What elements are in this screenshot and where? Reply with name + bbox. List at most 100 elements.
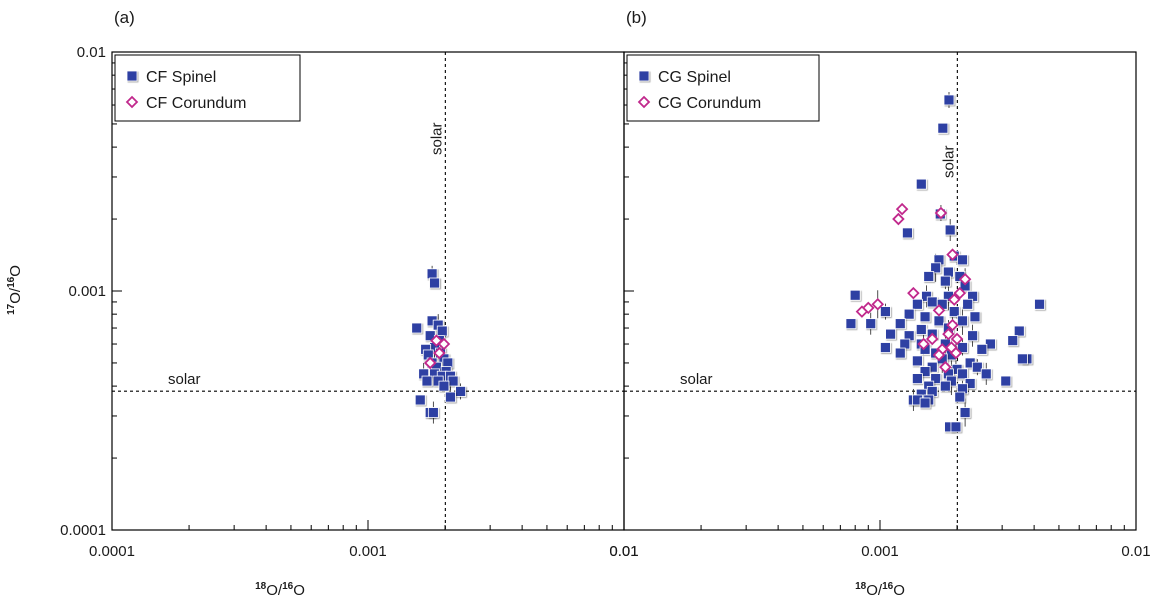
panel-a-x-axis-title: 18O/16O xyxy=(255,581,305,599)
legend-corundum-marker xyxy=(125,95,139,109)
spinel-point xyxy=(865,318,877,330)
panel-a-points xyxy=(411,265,467,424)
spinel-point xyxy=(885,328,896,340)
spinel-point xyxy=(411,322,423,334)
x-tick-label: 0.001 xyxy=(349,543,387,560)
corundum-point xyxy=(433,346,446,360)
legend-entry-label: CG Corundum xyxy=(658,95,761,112)
corundum-point xyxy=(934,206,948,220)
spinel-point xyxy=(959,407,971,418)
corundum-point xyxy=(939,360,952,374)
spinel-point xyxy=(845,318,857,330)
spinel-point xyxy=(1017,353,1028,365)
solar-horizontal-label: solar xyxy=(680,371,713,388)
spinel-point xyxy=(429,277,440,289)
x-tick-label: 0.01 xyxy=(609,543,638,560)
legend-entry-label: CF Corundum xyxy=(146,95,246,112)
corundum-point xyxy=(949,346,963,360)
spinel-point xyxy=(899,338,911,350)
corundum-point xyxy=(946,318,959,332)
spinel-point xyxy=(1013,325,1025,337)
spinel-point xyxy=(980,368,992,380)
spinel-point xyxy=(915,178,927,190)
corundum-point xyxy=(953,286,967,300)
panel-b-points xyxy=(845,91,1045,433)
legend-spinel-marker xyxy=(638,70,650,82)
corundum-point xyxy=(950,332,964,346)
panel-b-reference-lines: solar solar xyxy=(624,52,1136,530)
spinel-point xyxy=(880,342,891,353)
corundum-point xyxy=(925,332,939,346)
spinel-point xyxy=(923,271,935,282)
solar-vertical-label: solar xyxy=(940,145,957,178)
spinel-point xyxy=(957,315,968,327)
spinel-point xyxy=(933,315,945,327)
x-tick-label: 0.01 xyxy=(609,543,638,560)
panel-b-legend: CG Spinel CG Corundum xyxy=(626,54,820,122)
spinel-point xyxy=(948,306,960,317)
spinel-point xyxy=(930,262,942,274)
spinel-point xyxy=(438,380,450,392)
panel-b-x-axis-title: 18O/16O xyxy=(855,581,905,599)
solar-horizontal-label: solar xyxy=(168,371,201,388)
spinel-point xyxy=(919,397,931,409)
spinel-point xyxy=(455,386,467,397)
corundum-point xyxy=(855,305,869,318)
legend-box xyxy=(626,54,820,122)
corundum-point xyxy=(892,212,905,226)
legend-entry-label: CF Spinel xyxy=(146,69,216,86)
spinel-point xyxy=(1000,375,1012,387)
spinel-point xyxy=(1034,298,1045,310)
panel-b-plot-area xyxy=(623,51,1137,531)
panel-a-frame xyxy=(111,51,625,531)
spinel-point xyxy=(894,318,906,330)
spinel-point xyxy=(447,375,459,387)
panel-a-label: (a) xyxy=(114,8,135,27)
spinel-point xyxy=(921,290,932,302)
spinel-point xyxy=(943,94,955,106)
corundum-point xyxy=(871,297,885,311)
corundum-point xyxy=(932,304,946,317)
spinel-point xyxy=(912,373,923,385)
spinel-point xyxy=(954,391,966,403)
spinel-point xyxy=(894,347,906,359)
panel-b-label: (b) xyxy=(626,8,647,27)
spinel-point xyxy=(971,361,983,373)
spinel-point xyxy=(436,325,448,337)
y-tick-label: 0.001 xyxy=(68,283,106,300)
spinel-point xyxy=(849,289,861,301)
spinel-point xyxy=(937,122,949,134)
spinel-point xyxy=(942,266,954,278)
corundum-point xyxy=(907,286,920,300)
spinel-point xyxy=(957,254,968,266)
spinel-point xyxy=(944,224,956,236)
x-tick-label: 0.001 xyxy=(861,543,899,560)
legend-corundum-marker xyxy=(637,95,651,109)
corundum-point xyxy=(895,202,909,216)
corundum-point xyxy=(423,356,437,370)
corundum-point xyxy=(942,327,955,341)
panel-a-plot-area xyxy=(111,51,625,531)
spinel-point xyxy=(912,298,923,310)
spinel-point xyxy=(414,394,426,406)
spinel-point xyxy=(902,227,913,239)
spinel-point xyxy=(957,368,968,380)
spinel-point xyxy=(969,311,981,323)
spinel-point xyxy=(427,407,439,418)
corundum-point xyxy=(947,293,961,306)
spinel-point xyxy=(939,275,951,287)
spinel-point xyxy=(919,366,931,378)
x-tick-label: 0.0001 xyxy=(89,543,135,560)
spinel-point xyxy=(967,330,979,342)
panel-a-legend: CF Spinel CF Corundum xyxy=(114,54,301,122)
spinel-point xyxy=(880,306,891,317)
spinel-point xyxy=(426,268,438,280)
corundum-point xyxy=(917,337,930,351)
spinel-point xyxy=(930,373,942,385)
legend-box xyxy=(114,54,301,122)
spinel-point xyxy=(445,391,456,403)
spinel-point xyxy=(912,355,923,367)
